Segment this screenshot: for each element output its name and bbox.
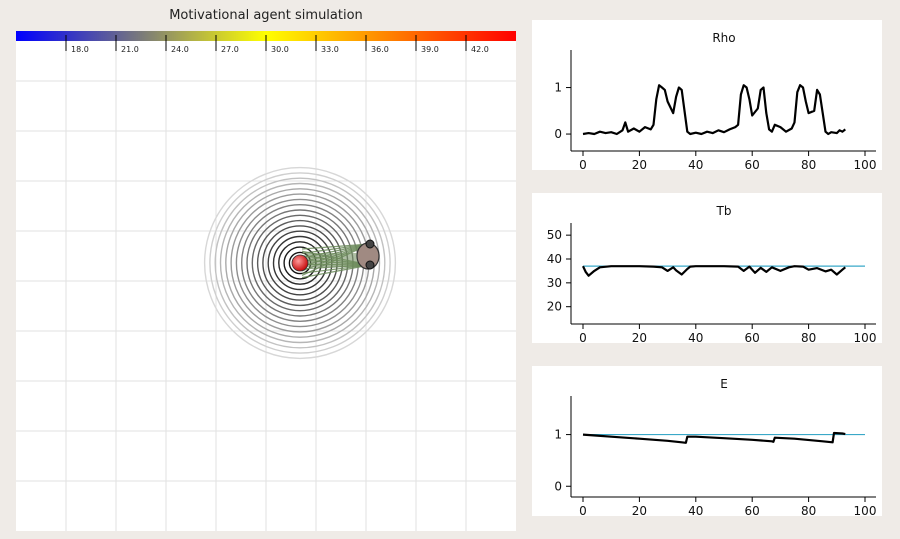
x-tick-label: 100 — [854, 158, 877, 170]
x-tick-label: 80 — [801, 504, 816, 516]
agent[interactable] — [356, 239, 380, 270]
y-tick-label: 0 — [554, 127, 562, 141]
tb-chart-panel[interactable]: Tb 0 20 40 60 80 100 20 30 40 50 — [532, 193, 882, 343]
heat-ring — [219, 182, 381, 344]
series-line — [582, 84, 846, 136]
x-tick-label: 80 — [801, 158, 816, 170]
colorbar-tick-label: 18.0 — [71, 45, 89, 54]
colorbar-tick-label: 21.0 — [121, 45, 139, 54]
y-tick-label: 20 — [547, 300, 562, 314]
x-tick-label: 20 — [632, 331, 647, 343]
agent-sensor-right — [365, 260, 375, 270]
trail-segment — [301, 264, 371, 279]
y-tick-label: 50 — [547, 228, 562, 242]
colorbar-tick-label: 36.0 — [371, 45, 389, 54]
x-tick-label: 100 — [854, 504, 877, 516]
x-tick-label: 40 — [688, 158, 703, 170]
simulation-title: Motivational agent simulation — [169, 8, 363, 23]
colorbar-tick-label: 33.0 — [321, 45, 339, 54]
y-tick-label: 0 — [554, 479, 562, 493]
colorbar-tick-label: 27.0 — [221, 45, 239, 54]
x-tick-label: 100 — [854, 331, 877, 343]
series-line — [582, 431, 846, 444]
x-tick-label: 0 — [579, 158, 587, 170]
x-tick-label: 60 — [745, 158, 760, 170]
colorbar-tick-label: 24.0 — [171, 45, 189, 54]
y-tick-label: 40 — [547, 252, 562, 266]
chart-title: Rho — [712, 31, 735, 45]
heat-ring — [214, 177, 386, 349]
series-line — [582, 265, 847, 277]
agent-sensor-left — [365, 239, 375, 249]
y-tick-label: 1 — [554, 81, 562, 95]
x-tick-label: 20 — [632, 504, 647, 516]
x-tick-label: 20 — [632, 158, 647, 170]
x-tick-label: 0 — [579, 331, 587, 343]
trail-segment — [301, 243, 371, 250]
simulation-canvas[interactable]: 18.0 21.0 24.0 27.0 30.0 33.0 36.0 39.0 42.0 — [16, 31, 516, 531]
colorbar-tick-label: 42.0 — [471, 45, 489, 54]
e-chart-panel[interactable]: E 0 20 40 60 80 100 0 1 — [532, 366, 882, 516]
x-tick-label: 60 — [745, 504, 760, 516]
heat-ring — [203, 166, 397, 360]
rho-chart-panel[interactable]: Rho 0 20 40 60 80 100 0 1 — [532, 20, 882, 170]
e-chart: E 0 20 40 60 80 100 0 1 — [554, 377, 877, 516]
trail-band — [306, 253, 368, 267]
x-tick-label: 60 — [745, 331, 760, 343]
chart-title: E — [720, 377, 728, 391]
heat-source[interactable] — [291, 254, 309, 272]
tb-chart: Tb 0 20 40 60 80 100 20 30 40 50 — [547, 204, 877, 343]
heat-ring — [209, 172, 391, 354]
chart-title: Tb — [716, 204, 732, 218]
y-tick-label: 1 — [554, 428, 562, 442]
rho-chart: Rho 0 20 40 60 80 100 0 1 — [554, 31, 877, 170]
y-tick-label: 30 — [547, 276, 562, 290]
x-tick-label: 40 — [688, 331, 703, 343]
trail-segment — [301, 243, 371, 254]
arena-grid — [16, 41, 516, 531]
x-tick-label: 80 — [801, 331, 816, 343]
colorbar-tick-label: 39.0 — [421, 45, 439, 54]
colorbar-ticks: 18.0 21.0 24.0 27.0 30.0 33.0 36.0 39.0 42.0 — [65, 35, 489, 54]
x-tick-label: 40 — [688, 504, 703, 516]
x-tick-label: 0 — [579, 504, 587, 516]
colorbar-tick-label: 30.0 — [271, 45, 289, 54]
